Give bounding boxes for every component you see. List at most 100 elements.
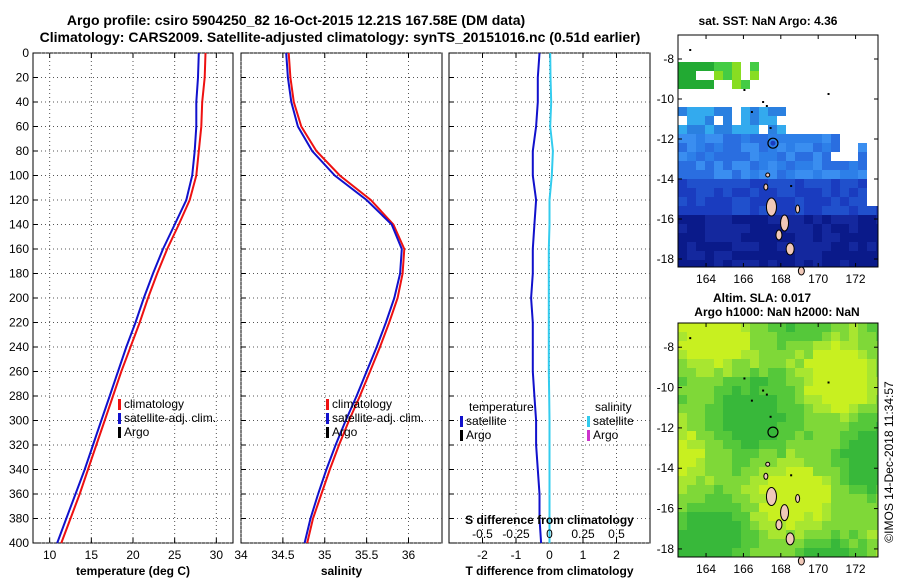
map-cell <box>849 260 858 267</box>
map-cell <box>786 431 795 440</box>
map-cell <box>759 404 768 413</box>
series-line <box>56 52 200 544</box>
map-cell <box>822 368 831 377</box>
island-shape <box>795 494 801 503</box>
map-cell <box>786 521 795 530</box>
map-cell <box>750 395 759 404</box>
map-cell <box>750 323 759 332</box>
map-cell <box>858 458 867 467</box>
map-cell <box>687 521 696 530</box>
x-tick-label: 34.5 <box>271 548 295 562</box>
map-cell <box>696 404 705 413</box>
map-cell <box>732 368 741 377</box>
map-cell <box>777 188 786 197</box>
map-cell <box>678 467 687 476</box>
map-cell <box>849 485 858 494</box>
reef-dot <box>827 93 830 95</box>
map-cell <box>777 341 786 350</box>
map-cell <box>768 440 777 449</box>
map-cell <box>813 233 822 242</box>
map-cell <box>768 539 777 548</box>
series-line <box>530 52 543 544</box>
x-tick-label: 2 <box>613 548 620 562</box>
map-cell <box>696 413 705 422</box>
map-cell <box>678 188 687 197</box>
map-cell <box>768 431 777 440</box>
map-cell <box>759 179 768 188</box>
map-cell <box>732 260 741 267</box>
map-cell <box>849 431 858 440</box>
map-cell <box>813 431 822 440</box>
map-cell <box>786 224 795 233</box>
map-cell <box>687 413 696 422</box>
map-cell <box>750 260 759 267</box>
map-cell <box>687 62 696 71</box>
map-x-tick-label: 170 <box>808 562 828 576</box>
map-cell <box>795 251 804 260</box>
map-cell <box>714 431 723 440</box>
map-cell <box>705 440 714 449</box>
map-cell <box>831 197 840 206</box>
map-cell <box>750 521 759 530</box>
map-cell <box>705 260 714 267</box>
map-cell <box>732 152 741 161</box>
map-cell <box>705 350 714 359</box>
reef-dot <box>743 377 746 380</box>
map-cell <box>714 368 723 377</box>
map-cell <box>714 188 723 197</box>
map-cell <box>768 125 777 134</box>
map-cell <box>867 485 876 494</box>
map-cell <box>822 485 831 494</box>
map-cell <box>786 350 795 359</box>
map-cell <box>750 170 759 179</box>
map-cell <box>822 152 831 161</box>
x-axis-label: salinity <box>321 564 363 578</box>
map-cell <box>768 530 777 539</box>
map-cell <box>732 359 741 368</box>
map-cell <box>840 530 849 539</box>
y-tick-label: 20 <box>16 71 30 85</box>
map-cell <box>768 521 777 530</box>
map-cell <box>831 332 840 341</box>
map-cell <box>777 179 786 188</box>
map-cell <box>741 377 750 386</box>
map-cell <box>759 530 768 539</box>
map-cell <box>822 494 831 503</box>
map-cell <box>741 134 750 143</box>
map-cell <box>696 449 705 458</box>
map-cell <box>822 170 831 179</box>
map-cell <box>840 485 849 494</box>
map-cell <box>768 107 777 116</box>
map-cell <box>867 440 876 449</box>
map-cell <box>858 467 867 476</box>
legend-label: Argo <box>332 425 358 439</box>
map-cell <box>750 458 759 467</box>
map-cell <box>786 404 795 413</box>
legend-swatch <box>587 416 590 427</box>
map-cell <box>867 206 876 215</box>
y-tick-label: 100 <box>9 169 29 183</box>
map-cell <box>867 215 876 224</box>
map-cell <box>705 359 714 368</box>
map-cell <box>858 179 867 188</box>
map-cell <box>723 431 732 440</box>
map-cell <box>786 359 795 368</box>
map-cell <box>687 476 696 485</box>
legend-swatch <box>460 416 463 427</box>
map-cell <box>678 251 687 260</box>
map-cell <box>732 494 741 503</box>
map-cell <box>822 476 831 485</box>
map-cell <box>786 449 795 458</box>
map-cell <box>687 422 696 431</box>
map-cell <box>750 404 759 413</box>
y-tick-label: 40 <box>16 95 30 109</box>
map-cell <box>777 440 786 449</box>
map-cell <box>687 449 696 458</box>
map-cell <box>768 251 777 260</box>
map-cell <box>831 395 840 404</box>
map-frame <box>677 34 879 268</box>
map-cell <box>723 323 732 332</box>
map-cell <box>732 431 741 440</box>
map-cell <box>876 377 878 386</box>
map-cell <box>858 206 867 215</box>
